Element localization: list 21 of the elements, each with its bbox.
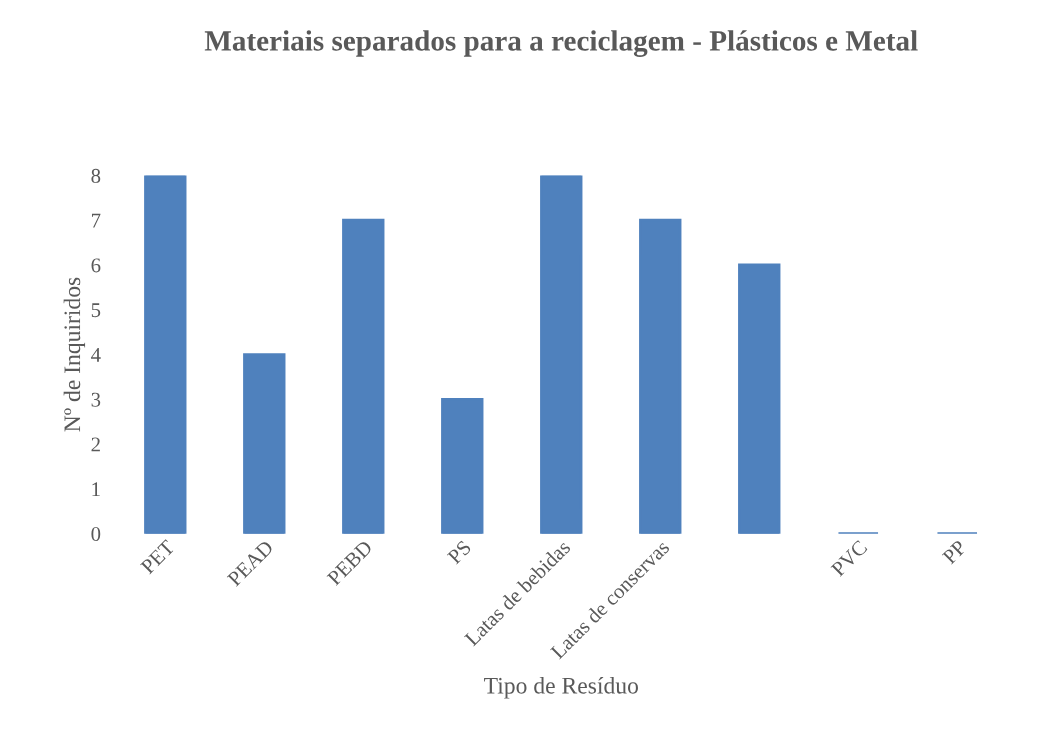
bar [738,263,781,534]
y-axis-title: Nº de Inquiridos [63,277,86,432]
bar [441,397,484,534]
bar [243,353,286,534]
bar [342,218,385,534]
y-tick-label: 0 [91,527,101,542]
y-tick-label: 1 [92,482,100,497]
y-tick-label: 7 [92,213,101,228]
y-tick-label: 2 [91,437,100,452]
y-tick-label: 4 [91,348,101,362]
y-tick-label: 3 [91,392,101,407]
bar [144,175,187,534]
x-tick-label: PP [941,539,967,565]
x-tick-label: PS [446,539,472,565]
chart-title: Materiais separados para a reciclagem - Plásticos e Metal [204,30,918,57]
bar [540,175,583,534]
y-tick-label: 5 [91,303,101,318]
bar [639,218,682,534]
y-tick-label: 8 [91,168,101,183]
x-axis-title: Tipo de Resíduo [484,677,638,699]
y-tick-label: 6 [91,258,101,273]
